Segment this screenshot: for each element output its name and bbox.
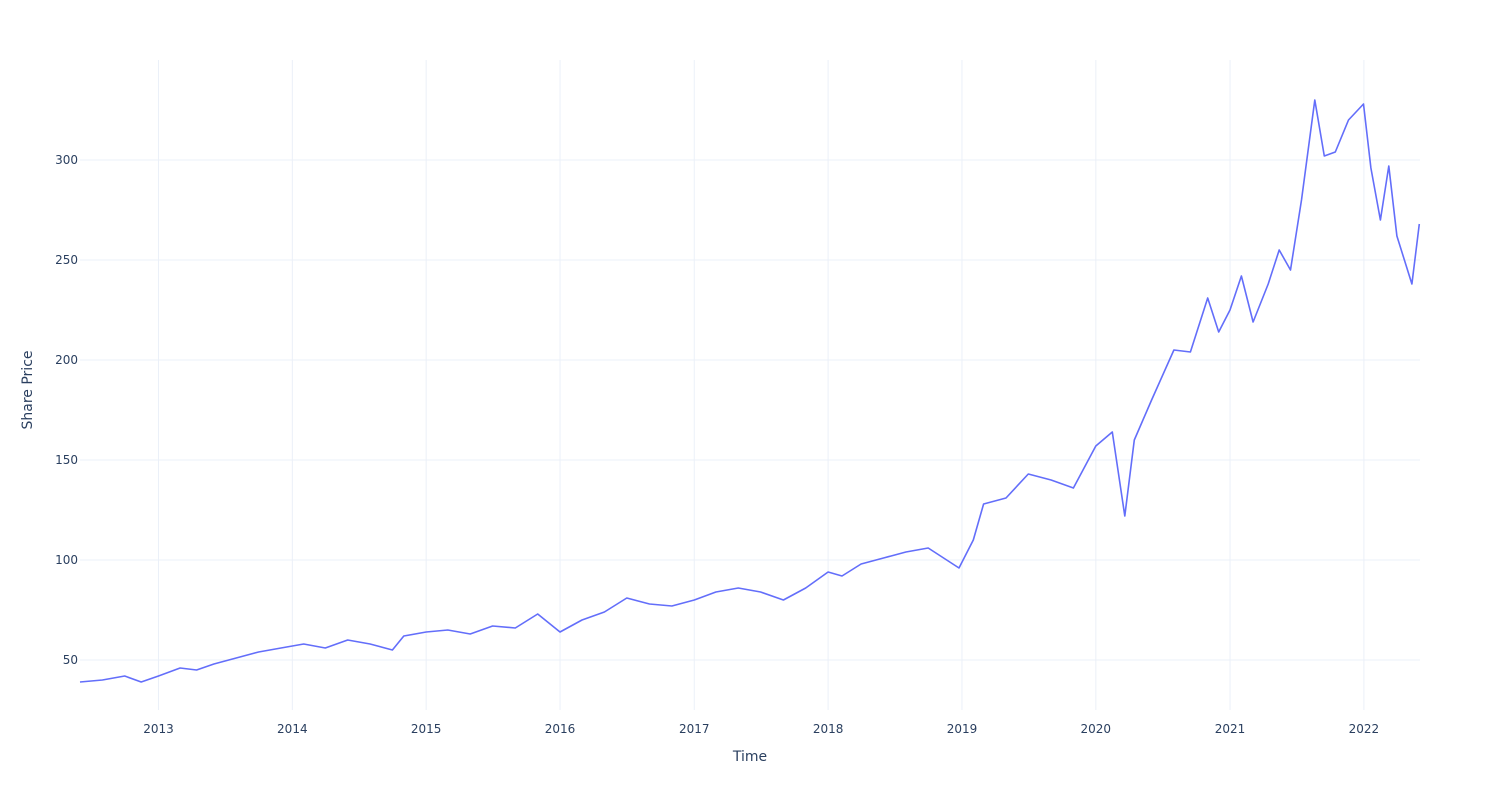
x-tick-label: 2016	[545, 722, 576, 736]
x-tick-label: 2021	[1215, 722, 1246, 736]
x-tick-label: 2013	[143, 722, 174, 736]
y-tick-label: 200	[55, 353, 78, 367]
x-tick-label: 2015	[411, 722, 442, 736]
x-gridlines	[157, 60, 1365, 710]
y-tick-label: 100	[55, 553, 78, 567]
y-tick-label: 150	[55, 453, 78, 467]
x-tick-label: 2014	[277, 722, 308, 736]
y-tick-label: 50	[63, 653, 78, 667]
y-tick-label: 250	[55, 253, 78, 267]
x-tick-label: 2020	[1081, 722, 1112, 736]
x-tick-label: 2018	[813, 722, 844, 736]
x-tick-label: 2019	[947, 722, 978, 736]
x-axis-ticks: 2013 2014 2015 2016 2017 2018 2019 2020 2021 2022	[143, 722, 1379, 736]
y-gridlines	[80, 159, 1420, 661]
x-tick-label: 2017	[679, 722, 710, 736]
share-price-line	[79, 99, 1421, 683]
y-axis-title: Share Price	[20, 350, 36, 429]
y-axis-ticks: 50 100 150 200 250 300	[55, 153, 78, 667]
x-axis-title: Time	[732, 749, 767, 765]
y-tick-label: 300	[55, 153, 78, 167]
x-tick-label: 2022	[1349, 722, 1380, 736]
